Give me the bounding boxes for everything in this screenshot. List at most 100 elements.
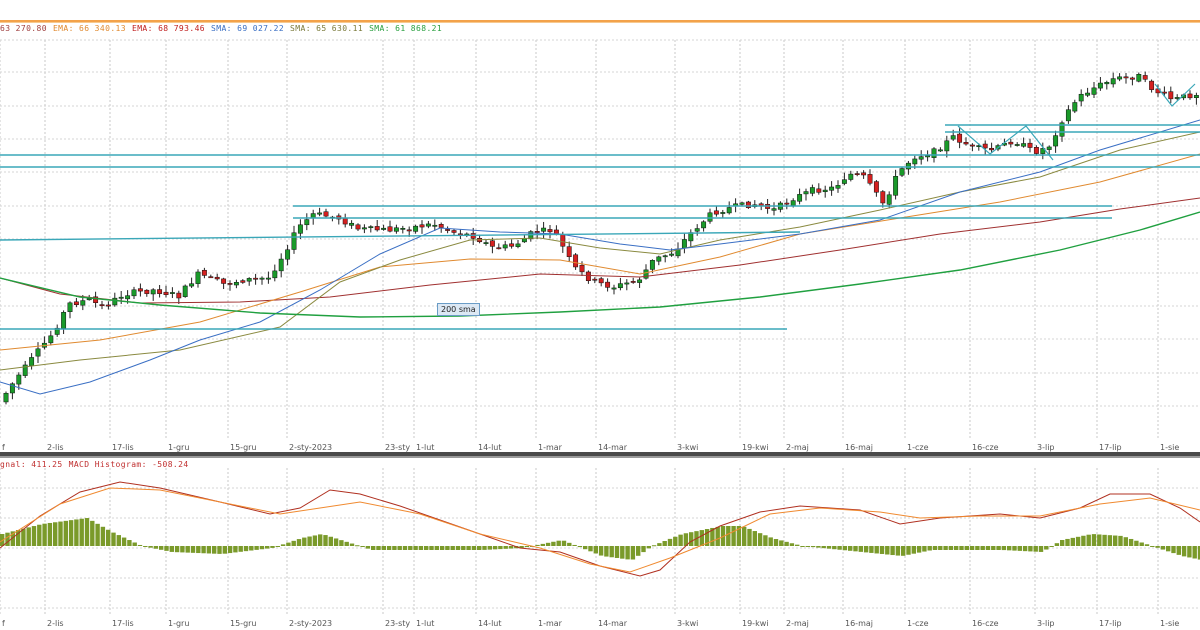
- candle-body: [208, 276, 214, 279]
- macd-histogram-bar: [212, 546, 217, 554]
- macd-histogram-bar: [137, 544, 143, 546]
- candle-body: [438, 224, 444, 228]
- candle-body: [630, 281, 636, 283]
- macd-histogram-bar: [985, 546, 991, 550]
- x-tick-label: 15-gru: [230, 619, 257, 628]
- macd-histogram-bar: [270, 546, 275, 548]
- candle-body: [297, 224, 303, 234]
- candle: [208, 274, 214, 279]
- candle-body: [406, 229, 412, 232]
- x-tick-label: 2-maj: [786, 619, 809, 628]
- candle: [1091, 82, 1097, 98]
- candle: [713, 206, 719, 217]
- candle-body: [144, 289, 150, 294]
- price-legend-item: EMA: 66 340.13: [52, 24, 126, 33]
- macd-histogram-bar: [58, 521, 63, 546]
- macd-histogram-bar: [832, 546, 837, 550]
- candle-body: [150, 289, 156, 295]
- candle-body: [1168, 91, 1174, 100]
- macd-legend: gnal: 411.25 MACD Histogram: -508.24: [0, 460, 195, 469]
- candle: [1136, 72, 1142, 83]
- macd-histogram-bar: [747, 528, 752, 546]
- macd-histogram-bar: [84, 518, 90, 546]
- candle-body: [1046, 146, 1052, 150]
- candle: [547, 224, 553, 239]
- macd-histogram-bar: [121, 537, 127, 546]
- macd-histogram-bar: [1102, 534, 1107, 546]
- candle-body: [1072, 102, 1078, 112]
- candle: [1168, 86, 1174, 104]
- candle-body: [816, 188, 822, 193]
- macd-histogram-bar: [323, 535, 328, 546]
- candle-body: [393, 227, 399, 232]
- macd-histogram-bar: [455, 546, 461, 550]
- macd-histogram-bar: [916, 546, 922, 553]
- candle-body: [649, 260, 655, 270]
- price-chart[interactable]: f 2-lis 17-lis 1-gru 15-gru 2-sty-2023 23-sty 1…: [0, 22, 1200, 452]
- candle-body: [720, 212, 726, 214]
- macd-histogram-bar: [1144, 544, 1150, 546]
- candle: [1104, 80, 1110, 90]
- macd-histogram-bar: [651, 545, 657, 547]
- macd-histogram-bar: [800, 546, 805, 547]
- candle: [393, 224, 399, 234]
- macd-histogram-bar: [874, 546, 879, 554]
- candle: [297, 219, 303, 240]
- candle: [1110, 72, 1116, 88]
- candle: [1021, 137, 1027, 148]
- candle-body: [585, 271, 591, 282]
- macd-histogram-bar: [74, 519, 79, 546]
- candle-body: [432, 224, 438, 227]
- pane-separator[interactable]: [0, 452, 1200, 456]
- macd-histogram-bar: [132, 542, 137, 546]
- macd-histogram-bar: [837, 546, 842, 550]
- macd-chart[interactable]: f 2-lis 17-lis 1-gru 15-gru 2-sty-2023 23-sty 1…: [0, 458, 1200, 630]
- pattern-drawing: [1154, 83, 1196, 107]
- candle: [451, 228, 457, 236]
- macd-histogram-bar: [386, 546, 392, 550]
- candle: [432, 219, 438, 231]
- macd-legend-item: gnal: 411.25: [0, 460, 63, 469]
- macd-histogram-bar: [392, 546, 397, 550]
- candle: [48, 330, 54, 346]
- macd-histogram-bar: [381, 546, 386, 550]
- candle-body: [726, 207, 732, 214]
- x-tick-label: 14-lut: [478, 619, 502, 628]
- macd-histogram-bar: [715, 526, 720, 546]
- macd-histogram-bar: [429, 546, 434, 550]
- candle-body: [579, 264, 585, 273]
- candle: [176, 290, 182, 304]
- pattern-drawing: [957, 125, 1054, 161]
- macd-histogram-bar: [1107, 535, 1113, 546]
- macd-histogram-bar: [593, 546, 598, 554]
- candle-body: [22, 364, 28, 376]
- macd-histogram-bar: [328, 536, 333, 546]
- macd-histogram-bar: [609, 546, 614, 558]
- signal-line: [0, 487, 1200, 573]
- candle: [630, 277, 636, 284]
- candle: [304, 213, 310, 231]
- candle-body: [771, 208, 777, 211]
- candle: [137, 283, 143, 297]
- candle: [809, 184, 815, 197]
- candle-body: [502, 244, 508, 249]
- candle-body: [541, 227, 547, 232]
- macd-histogram-bar: [371, 546, 376, 550]
- candle: [41, 336, 47, 350]
- sma-blue-line: [0, 119, 1200, 395]
- candle: [457, 229, 463, 239]
- candle-body: [169, 292, 175, 294]
- macd-histogram-bar: [79, 518, 84, 546]
- macd-histogram-bar: [1197, 546, 1200, 560]
- candle-body: [637, 279, 643, 283]
- macd-histogram-bar: [471, 546, 477, 550]
- candle-body: [310, 213, 316, 219]
- macd-histogram-bar: [572, 544, 577, 546]
- candle-body: [829, 186, 835, 191]
- candle-body: [9, 383, 15, 394]
- candle: [169, 287, 175, 299]
- candle-body: [317, 212, 323, 215]
- candle-body: [1059, 122, 1065, 137]
- macd-histogram-bar: [1044, 546, 1049, 550]
- x-tick-label: 3-lip: [1037, 619, 1055, 628]
